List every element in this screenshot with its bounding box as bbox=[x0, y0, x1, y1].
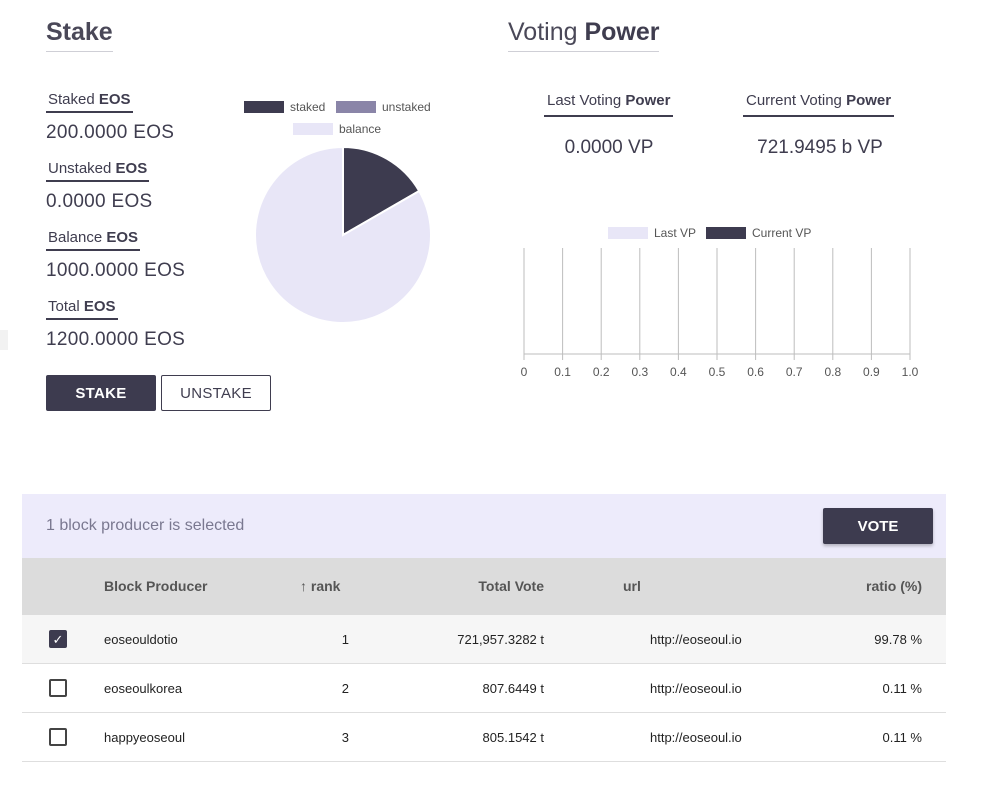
cell-url[interactable]: http://eoseoul.io bbox=[650, 632, 742, 647]
legend-staked: staked bbox=[244, 100, 325, 114]
cell-rank: 3 bbox=[341, 730, 349, 745]
selection-bar: 1 block producer is selected VOTE bbox=[22, 494, 946, 558]
x-tick-label: 0.4 bbox=[670, 365, 687, 379]
legend-swatch-balance bbox=[293, 123, 333, 135]
table-header: Block Producer ↑ rank Total Vote url rat… bbox=[22, 558, 946, 615]
row-checkbox[interactable]: ✓ bbox=[49, 630, 67, 648]
sort-arrow-up-icon: ↑ bbox=[300, 578, 307, 594]
table-row[interactable]: ✓ eoseouldotio 1 721,957.3282 t http://e… bbox=[22, 615, 946, 664]
unstaked-eos-value: 0.0000 EOS bbox=[46, 191, 153, 212]
balance-label-text: Balance bbox=[48, 229, 107, 246]
current-vp-label-bold: Power bbox=[846, 92, 892, 109]
last-vp-label-bold: Power bbox=[625, 92, 671, 109]
header-url[interactable]: url bbox=[623, 578, 641, 594]
cell-total-vote: 805.1542 t bbox=[482, 730, 544, 745]
legend-last-vp: Last VP bbox=[608, 226, 696, 240]
x-tick-label: 0.3 bbox=[631, 365, 648, 379]
legend-label-balance: balance bbox=[339, 122, 382, 136]
unstake-button[interactable]: UNSTAKE bbox=[161, 375, 271, 411]
header-rank-label: rank bbox=[310, 578, 341, 594]
x-tick-label: 0.2 bbox=[593, 365, 610, 379]
cell-producer: eoseouldotio bbox=[104, 632, 178, 647]
stake-title: Stake bbox=[46, 18, 113, 52]
current-voting-power-value: 721.9495 b VP bbox=[757, 137, 883, 158]
header-total-vote[interactable]: Total Vote bbox=[478, 578, 544, 594]
voting-title-prefix: Voting bbox=[508, 18, 585, 46]
legend-label-current-vp: Current VP bbox=[752, 226, 812, 240]
cell-total-vote: 807.6449 t bbox=[482, 681, 544, 696]
staked-label-unit: EOS bbox=[98, 91, 131, 108]
x-tick-label: 1.0 bbox=[902, 365, 919, 379]
last-voting-power-label: Last Voting Power bbox=[544, 92, 674, 117]
x-tick-label: 0.1 bbox=[554, 365, 571, 379]
table-row[interactable]: happyeoseoul 3 805.1542 t http://eoseoul… bbox=[22, 713, 946, 762]
current-vp-label-text: Current Voting bbox=[746, 92, 847, 109]
voting-title-bold: Power bbox=[584, 18, 660, 46]
row-checkbox[interactable] bbox=[49, 679, 67, 697]
legend-label-last-vp: Last VP bbox=[654, 226, 697, 240]
legend-swatch-unstaked bbox=[336, 101, 376, 113]
legend-current-vp: Current VP bbox=[706, 226, 811, 240]
selection-count-text: 1 block producer is selected bbox=[46, 517, 245, 534]
x-tick-label: 0.7 bbox=[786, 365, 803, 379]
current-voting-power-label: Current Voting Power bbox=[743, 92, 895, 117]
unstaked-label-unit: EOS bbox=[115, 160, 148, 177]
cell-producer: eoseoulkorea bbox=[104, 681, 183, 696]
balance-eos-label: Balance EOS bbox=[46, 229, 141, 251]
cell-rank: 2 bbox=[341, 681, 349, 696]
header-block-producer[interactable]: Block Producer bbox=[104, 578, 208, 594]
x-tick-label: 0.5 bbox=[709, 365, 726, 379]
legend-swatch-last-vp bbox=[608, 227, 648, 239]
legend-label-staked: staked bbox=[290, 100, 326, 114]
stake-pie-chart bbox=[254, 146, 432, 324]
cell-url[interactable]: http://eoseoul.io bbox=[650, 681, 742, 696]
cell-ratio: 99.78 % bbox=[874, 632, 922, 647]
legend-swatch-staked bbox=[244, 101, 284, 113]
row-checkbox[interactable] bbox=[49, 728, 67, 746]
unstaked-label-text: Unstaked bbox=[48, 160, 116, 177]
cell-producer: happyeoseoul bbox=[104, 730, 185, 745]
header-rank[interactable]: ↑ rank bbox=[300, 578, 340, 594]
legend-swatch-current-vp bbox=[706, 227, 746, 239]
stake-button[interactable]: STAKE bbox=[46, 375, 156, 411]
legend-unstaked: unstaked bbox=[336, 100, 431, 114]
last-vp-label-text: Last Voting bbox=[547, 92, 626, 109]
staked-eos-label: Staked EOS bbox=[46, 91, 133, 113]
total-eos-label: Total EOS bbox=[46, 298, 118, 320]
cell-ratio: 0.11 % bbox=[882, 730, 922, 745]
vote-button[interactable]: VOTE bbox=[823, 508, 933, 544]
balance-label-unit: EOS bbox=[106, 229, 139, 246]
last-voting-power-value: 0.0000 VP bbox=[564, 137, 654, 158]
total-label-text: Total bbox=[48, 298, 84, 315]
cell-ratio: 0.11 % bbox=[882, 681, 922, 696]
cell-total-vote: 721,957.3282 t bbox=[457, 632, 544, 647]
total-eos-value: 1200.0000 EOS bbox=[46, 329, 186, 350]
left-edge-strip bbox=[0, 330, 8, 350]
legend-label-unstaked: unstaked bbox=[382, 100, 431, 114]
x-tick-label: 0.8 bbox=[824, 365, 841, 379]
header-ratio[interactable]: ratio (%) bbox=[866, 578, 922, 594]
pie-slice-balance bbox=[254, 146, 432, 324]
x-tick-label: 0 bbox=[521, 365, 528, 379]
legend-balance: balance bbox=[293, 122, 381, 136]
block-producer-table: Block Producer ↑ rank Total Vote url rat… bbox=[22, 558, 946, 762]
x-tick-label: 0.9 bbox=[863, 365, 880, 379]
check-icon: ✓ bbox=[52, 631, 64, 647]
balance-eos-value: 1000.0000 EOS bbox=[46, 260, 186, 281]
voting-power-bar-chart: 0 0.1 0.2 0.3 0.4 0.5 0.6 0.7 0.8 0.9 1.0 bbox=[521, 248, 919, 379]
total-label-unit: EOS bbox=[83, 298, 116, 315]
voting-power-title: Voting Power bbox=[508, 18, 660, 52]
x-tick-label: 0.6 bbox=[747, 365, 764, 379]
cell-rank: 1 bbox=[341, 632, 349, 647]
table-row[interactable]: eoseoulkorea 2 807.6449 t http://eoseoul… bbox=[22, 664, 946, 713]
staked-label-text: Staked bbox=[48, 91, 99, 108]
cell-url[interactable]: http://eoseoul.io bbox=[650, 730, 742, 745]
unstaked-eos-label: Unstaked EOS bbox=[46, 160, 150, 182]
staked-eos-value: 200.0000 EOS bbox=[46, 122, 175, 143]
pie-slice-staked bbox=[342, 146, 421, 237]
